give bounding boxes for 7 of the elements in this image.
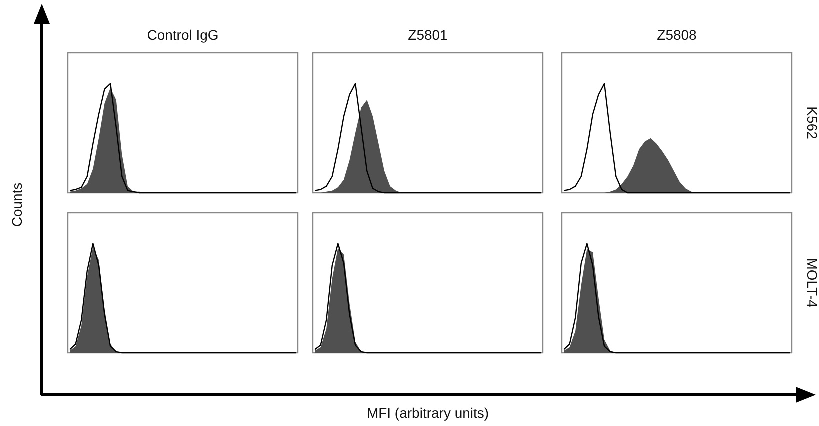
chart-title: Z5808 [657,27,698,43]
y-axis-title: Counts [9,182,25,228]
y2-axis-title: MOLT-4 [804,258,819,308]
x-axis-title: MFI (arbitrary units) [366,405,490,421]
chart-title: Z5801 [408,27,448,43]
chart-title: Control IgG [147,27,219,43]
y2-axis-title: K562 [804,106,819,140]
